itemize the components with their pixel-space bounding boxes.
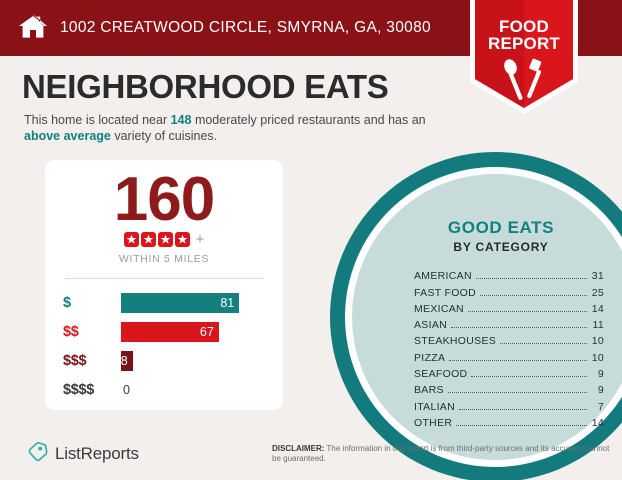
list-item: ITALIAN 7 [414, 396, 604, 413]
price-tier-label: $$$$ [63, 381, 95, 398]
within-radius-label: WITHIN 5 MILES [118, 253, 210, 265]
list-item: OTHER 14 [414, 413, 604, 429]
category-count: 14 [591, 302, 604, 315]
list-item: PIZZA 10 [414, 347, 604, 364]
dot-leader [475, 277, 587, 280]
plus-icon: + [195, 231, 205, 248]
spoon-fork-icon [496, 58, 552, 100]
category-name: PIZZA [414, 351, 446, 364]
category-name: MEXICAN [414, 302, 464, 315]
price-tier-label: $ [63, 294, 71, 311]
price-tier-label: $$ [63, 323, 79, 340]
star-icon [157, 232, 173, 247]
star-icon [174, 232, 190, 247]
category-name: STEAKHOUSES [414, 335, 497, 348]
bar-fill: 8 [121, 350, 133, 371]
bar-track: 0 [121, 380, 267, 400]
dot-leader [500, 342, 587, 345]
dot-leader [480, 294, 587, 296]
subtitle-restaurant-count: 148 [170, 113, 192, 127]
list-item: BARS 9 [414, 380, 604, 396]
category-name: BARS [414, 384, 444, 397]
category-count: 9 [597, 368, 604, 381]
category-count: 9 [597, 384, 604, 397]
table-row: $$ 67 [63, 317, 267, 346]
category-name: SEAFOOD [414, 368, 468, 381]
good-eats-subtitle: BY CATEGORY [453, 240, 549, 254]
food-report-badge: FOOD REPORT [464, 0, 584, 118]
listreports-logo-text: ListReports [55, 444, 139, 463]
subtitle-variety-rating: above average [24, 129, 111, 143]
category-name: ITALIAN [414, 400, 455, 413]
price-range-bar-chart: $ 81 $$ 67 $$$ 8 $$$$ 0 [63, 288, 267, 404]
page-title: NEIGHBORHOOD EATS [22, 68, 389, 105]
category-name: OTHER [414, 416, 453, 429]
category-list: AMERICAN 31 FAST FOOD 25 MEXICAN 14 ASIA… [414, 266, 604, 429]
price-tier-label: $$$ [63, 352, 87, 369]
category-count: 7 [597, 400, 604, 413]
disclaimer: DISCLAIMER: The information in this repo… [272, 444, 616, 464]
list-item: SEAFOOD 9 [414, 364, 604, 380]
star-rating: + [45, 232, 283, 247]
dot-leader [467, 310, 587, 312]
category-count: 14 [591, 416, 604, 429]
disclaimer-text: The information in this report is from t… [272, 444, 610, 463]
dot-leader [449, 359, 587, 361]
good-eats-circle-panel [352, 174, 622, 460]
bar-track: 8 [121, 350, 267, 371]
category-name: ASIAN [414, 319, 448, 332]
badge-title: FOOD REPORT [464, 18, 584, 52]
category-count: 11 [592, 319, 604, 332]
badge-line-2: REPORT [487, 34, 561, 53]
category-count: 10 [591, 335, 604, 348]
category-count: 31 [591, 270, 604, 283]
category-name: AMERICAN [414, 270, 472, 283]
star-icon [123, 232, 139, 247]
star-icon [140, 232, 156, 247]
bar-track: 67 [121, 321, 267, 342]
table-row: $$$ 8 [63, 346, 267, 375]
page-subtitle: This home is located near 148 moderately… [24, 112, 444, 144]
list-item: STEAKHOUSES 10 [414, 331, 604, 347]
dot-leader [459, 408, 587, 410]
bar-fill: 67 [121, 321, 219, 342]
list-item: MEXICAN 14 [414, 299, 604, 315]
category-name: FAST FOOD [414, 286, 477, 299]
bar-zero-value: 0 [123, 382, 130, 397]
restaurant-summary-card: 160 + WITHIN 5 MILES $ 81 [45, 160, 283, 410]
subtitle-part-1: This home is located near [24, 113, 171, 127]
disclaimer-label: DISCLAIMER: [272, 444, 325, 453]
listreports-tag-icon [27, 441, 48, 467]
house-icon [18, 12, 48, 45]
category-count: 10 [591, 351, 604, 364]
property-address: 1002 CREATWOOD CIRCLE, SMYRNA, GA, 30080 [60, 19, 431, 36]
list-item: ASIAN 11 [414, 315, 604, 331]
badge-line-1: FOOD [499, 17, 549, 36]
subtitle-part-3: variety of cuisines. [110, 129, 218, 143]
bar-track: 81 [121, 292, 267, 313]
listreports-logo: ListReports [27, 441, 139, 467]
list-item: FAST FOOD 25 [414, 282, 604, 299]
restaurant-count: 160 [113, 165, 215, 234]
table-row: $$$$ 0 [63, 375, 267, 404]
list-item: AMERICAN 31 [414, 266, 604, 282]
card-divider [65, 278, 263, 279]
good-eats-title: GOOD EATS [447, 218, 555, 237]
dot-leader [456, 424, 587, 426]
subtitle-part-2: moderately priced restaurants and has an [191, 113, 426, 127]
bar-fill: 81 [121, 292, 240, 313]
category-count: 25 [591, 286, 604, 299]
table-row: $ 81 [63, 288, 267, 317]
dot-leader [471, 375, 587, 378]
header-content: 1002 CREATWOOD CIRCLE, SMYRNA, GA, 30080 [18, 0, 431, 56]
dot-leader [451, 326, 587, 329]
dot-leader [447, 391, 587, 394]
